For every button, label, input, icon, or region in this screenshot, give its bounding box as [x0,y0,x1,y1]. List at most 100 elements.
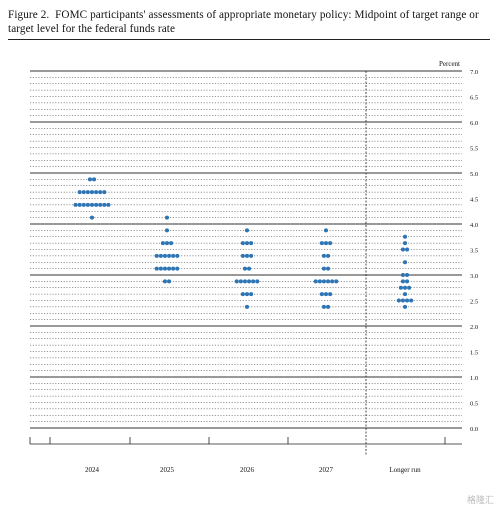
participant-dot [244,253,250,258]
participant-dot [175,253,180,258]
participant-dot [94,202,99,207]
participant-dot [102,202,107,207]
participant-dot [249,241,254,246]
axes: 0.0 0.5 1.0 1.5 2.0 2.5 3.0 3.5 4.0 4.5 5.0 5.5 6.0 6… [29,60,478,474]
y-tick-label: 3.0 [470,273,478,280]
participant-dot [81,190,86,195]
participant-dot [317,279,322,284]
participant-dot [85,190,90,195]
participant-dot [400,279,406,284]
participant-dot [402,260,408,265]
participant-dot [255,279,260,284]
participant-dot [89,215,95,220]
participant-dot [77,202,82,207]
participant-dot [244,304,250,309]
participant-dot [319,241,324,246]
participant-dot [242,266,247,271]
participant-dot [402,304,408,309]
participant-dot [87,177,92,182]
participant-dot [400,247,406,252]
dots [73,177,414,309]
participant-dot [167,266,172,271]
participant-dot [89,202,95,207]
participant-dot [92,177,97,182]
participant-dot [323,292,329,297]
participant-dot [94,190,99,195]
participant-dot [405,272,410,278]
participant-dot [326,253,331,258]
participant-dot [234,279,239,284]
participant-dot [249,292,254,297]
participant-dot [162,279,167,284]
figure-title: FOMC participants' assessments of approp… [8,9,479,35]
participant-dot [326,304,331,309]
x-category-label: 2027 [319,466,334,474]
participant-dot [400,298,406,303]
participant-dot [98,190,103,195]
x-category-label: 2026 [240,466,255,474]
y-tick-label: 3.5 [470,248,478,255]
participant-dot [167,253,172,258]
participant-dot [154,266,159,271]
participant-dot [326,266,331,271]
participant-dot [238,279,243,284]
participant-dot [321,279,327,284]
participant-dot [154,253,159,258]
participant-dot [249,253,254,258]
participant-dot [402,234,408,239]
participant-dot [158,253,163,258]
participant-dot [89,190,95,195]
y-tick-label: 2.0 [470,324,478,331]
participant-dot [77,190,82,195]
participant-dot [164,215,170,220]
participant-dot [175,266,180,271]
participant-dot [328,241,333,246]
participant-dot [323,241,329,246]
watermark-logo: 格隆汇 [466,496,494,506]
participant-dot [98,202,103,207]
grid-lines [30,70,462,429]
participant-dot [162,253,167,258]
participant-dot [240,253,245,258]
x-category-label: Longer run [389,466,421,474]
participant-dot [405,298,410,303]
participant-dot [102,190,107,195]
x-category-label: 2025 [160,466,175,474]
participant-dot [330,279,335,284]
y-tick-label: 4.0 [470,222,478,229]
participant-dot [158,266,163,271]
figure-label: Figure 2. [8,9,50,21]
participant-dot [169,241,174,246]
y-tick-label: 0.5 [470,401,478,408]
y-tick-label: 0.0 [470,426,478,433]
participant-dot [164,241,170,246]
participant-dot [402,292,408,297]
participant-dot [323,228,329,233]
participant-dot [162,266,167,271]
participant-dot [242,279,247,284]
participant-dot [321,253,327,258]
participant-dot [402,241,408,246]
participant-dot [398,285,403,290]
participant-dot [247,279,252,284]
participant-dot [319,292,324,297]
participant-dot [328,292,333,297]
participant-dot [405,247,410,252]
participant-dot [164,228,170,233]
participant-dot [402,285,408,290]
y-tick-label: 7.0 [470,69,478,76]
y-tick-label: 6.5 [470,95,478,102]
y-tick-label: 1.0 [470,375,478,382]
participant-dot [321,266,327,271]
participant-dot [409,298,414,303]
participant-dot [313,279,318,284]
caption-divider [8,39,490,40]
participant-dot [244,292,250,297]
participant-dot [81,202,86,207]
y-tick-label: 4.5 [470,197,478,204]
y-tick-label: 5.5 [470,146,478,153]
participant-dot [247,266,252,271]
participant-dot [167,279,172,284]
participant-dot [334,279,339,284]
